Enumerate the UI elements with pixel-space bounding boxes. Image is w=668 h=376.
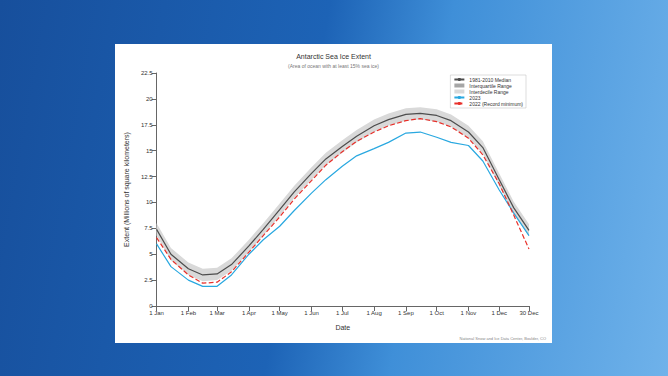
svg-text:Interdecile Range: Interdecile Range bbox=[469, 88, 509, 95]
svg-text:1 Mar: 1 Mar bbox=[209, 310, 224, 316]
svg-text:17.5: 17.5 bbox=[141, 122, 153, 128]
svg-text:1 Nov: 1 Nov bbox=[461, 310, 477, 316]
svg-text:Extent (Millions of square kil: Extent (Millions of square kilometers) bbox=[123, 132, 131, 247]
svg-text:15: 15 bbox=[146, 148, 153, 154]
svg-text:1 Oct: 1 Oct bbox=[429, 310, 444, 316]
svg-text:Interquartile Range: Interquartile Range bbox=[469, 82, 512, 89]
svg-text:1 Aug: 1 Aug bbox=[366, 310, 381, 316]
svg-text:National Snow and Ice Data Cen: National Snow and Ice Data Center, Bould… bbox=[460, 336, 546, 341]
svg-text:1981-2010 Median: 1981-2010 Median bbox=[469, 76, 512, 83]
svg-text:10: 10 bbox=[146, 199, 153, 205]
svg-text:Date: Date bbox=[335, 324, 350, 331]
svg-text:2022 (Record minimum): 2022 (Record minimum) bbox=[469, 101, 523, 107]
svg-text:Antarctic Sea Ice Extent: Antarctic Sea Ice Extent bbox=[296, 53, 371, 60]
svg-text:7.5: 7.5 bbox=[144, 225, 153, 231]
svg-text:1 Sep: 1 Sep bbox=[398, 310, 414, 316]
svg-text:1 Dec: 1 Dec bbox=[491, 310, 507, 316]
svg-text:1 Feb: 1 Feb bbox=[181, 310, 197, 316]
svg-text:(Area of ocean with at least 1: (Area of ocean with at least 15% sea ice… bbox=[288, 63, 379, 69]
svg-text:12.5: 12.5 bbox=[141, 174, 153, 180]
svg-text:20: 20 bbox=[146, 96, 153, 102]
svg-text:0: 0 bbox=[149, 303, 153, 309]
svg-text:1 Jul: 1 Jul bbox=[336, 310, 349, 316]
svg-text:1 Apr: 1 Apr bbox=[242, 310, 256, 316]
svg-text:2023: 2023 bbox=[469, 94, 481, 101]
svg-text:1 May: 1 May bbox=[272, 310, 288, 316]
svg-text:1 Jun: 1 Jun bbox=[304, 310, 319, 316]
svg-text:22.5: 22.5 bbox=[141, 70, 153, 76]
svg-text:5: 5 bbox=[149, 251, 153, 257]
svg-text:1 Jan: 1 Jan bbox=[149, 310, 164, 316]
svg-text:2.5: 2.5 bbox=[144, 277, 153, 283]
svg-text:30 Dec: 30 Dec bbox=[519, 310, 538, 316]
